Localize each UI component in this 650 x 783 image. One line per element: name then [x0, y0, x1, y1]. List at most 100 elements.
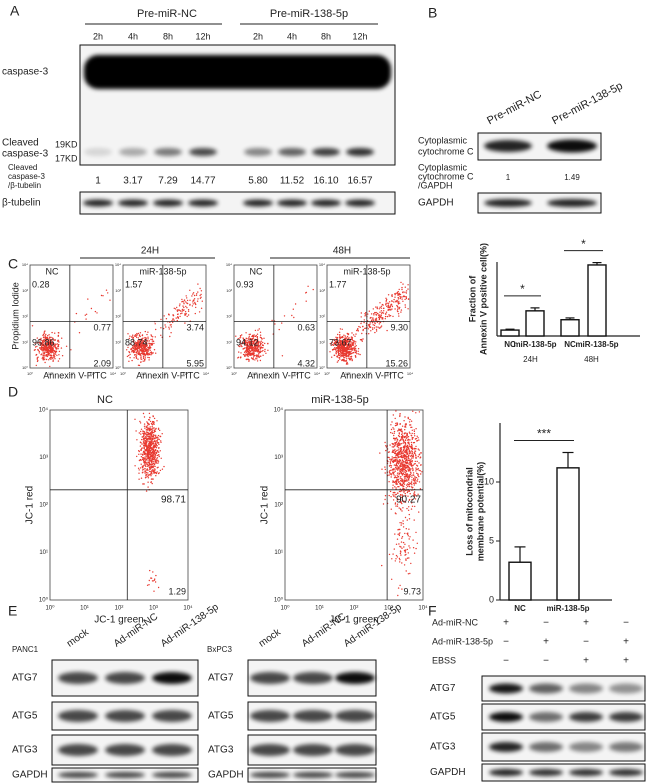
blot-band — [569, 768, 603, 777]
flow-dot — [406, 474, 408, 476]
flow-dot — [415, 448, 417, 450]
flow-dot — [391, 432, 394, 434]
quadrant-value: 0.63 — [297, 322, 315, 332]
flow-dot — [142, 441, 145, 443]
flow-dot — [147, 425, 149, 427]
flow-dot — [248, 343, 251, 345]
panel-label: F — [428, 603, 437, 619]
flow-dot — [395, 487, 397, 489]
row-label: GAPDH — [418, 198, 454, 209]
flow-dot — [61, 337, 63, 339]
flow-dot — [151, 439, 154, 441]
flow-dot — [394, 456, 397, 459]
flow-dot — [402, 482, 405, 484]
flow-dot — [153, 457, 155, 460]
flow-dot — [180, 313, 182, 315]
flow-dot — [147, 356, 149, 359]
flow-dot — [131, 336, 133, 339]
flow-dot — [143, 425, 146, 427]
flow-dot — [138, 348, 141, 350]
flow-dot — [146, 348, 148, 350]
flow-dot — [380, 325, 383, 327]
flow-dot — [45, 351, 47, 354]
flow-dot — [150, 481, 152, 483]
flow-dot — [189, 289, 191, 291]
flow-dot — [404, 304, 406, 306]
flow-dot — [244, 341, 246, 343]
flow-dot — [354, 351, 356, 354]
flow-dot — [376, 312, 379, 315]
x-tick-label: 10⁰ — [120, 371, 126, 376]
flow-dot — [399, 584, 401, 587]
flow-dot — [402, 470, 404, 472]
flow-dot — [193, 294, 196, 297]
flow-dot — [403, 491, 405, 493]
flow-dot — [257, 355, 260, 357]
flow-dot — [380, 305, 383, 307]
quadrant-value: 90.27 — [396, 495, 421, 506]
flow-dot — [191, 305, 194, 307]
flow-dot — [405, 469, 407, 472]
row-label: ATG3 — [430, 742, 456, 753]
flow-dot — [149, 569, 151, 572]
plot-title: NC — [97, 394, 113, 406]
flow-dot — [418, 439, 420, 441]
flow-dot — [412, 472, 415, 474]
flow-dot — [146, 447, 149, 449]
flow-dot — [415, 547, 417, 550]
flow-dot — [420, 473, 422, 475]
flow-dot — [147, 336, 149, 338]
flow-dot — [405, 461, 408, 464]
flow-dot — [141, 351, 143, 353]
flow-dot — [258, 328, 260, 330]
blot-band — [529, 712, 563, 722]
flow-dot — [48, 338, 50, 340]
flow-dot — [407, 535, 409, 537]
flow-dot — [128, 337, 130, 340]
blot-band — [250, 771, 290, 779]
flow-dot — [375, 330, 378, 332]
flow-dot — [151, 431, 153, 433]
flow-dot — [152, 441, 155, 443]
flow-dot — [357, 353, 360, 355]
flow-dot — [256, 356, 258, 358]
flow-dot — [376, 307, 378, 310]
flow-dot — [155, 574, 157, 577]
flow-dot — [140, 355, 142, 357]
flow-dot — [143, 423, 146, 425]
flow-dot — [155, 328, 157, 331]
blot-band — [569, 712, 603, 722]
flow-dot — [259, 334, 262, 336]
flow-dot — [136, 352, 138, 354]
flow-dot — [355, 341, 357, 343]
flow-dot — [264, 348, 266, 351]
flow-dot — [150, 338, 152, 341]
flow-dot — [143, 451, 146, 453]
y-tick-label: 10¹ — [22, 339, 28, 344]
flow-dot — [374, 331, 376, 334]
flow-dot — [399, 302, 401, 304]
quadrant-value: 1.57 — [125, 279, 143, 289]
flow-dot — [400, 476, 402, 478]
flow-dot — [43, 338, 45, 340]
flow-dot — [398, 474, 400, 476]
flow-dot — [396, 445, 399, 447]
flow-dot — [399, 484, 402, 486]
flow-dot — [144, 355, 146, 357]
flow-dot — [145, 433, 148, 435]
flow-dot — [47, 341, 49, 343]
flow-dot — [147, 353, 149, 355]
flow-dot — [405, 570, 407, 572]
flow-dot — [147, 331, 149, 333]
flow-dot — [153, 590, 155, 592]
flow-dot — [140, 361, 142, 363]
flow-dot — [259, 348, 262, 350]
flow-dot — [182, 305, 184, 307]
significance: * — [581, 237, 586, 251]
plot-title: miR-138-5p — [311, 394, 368, 406]
flow-dot — [403, 564, 406, 566]
flow-dot — [410, 562, 412, 565]
flow-dot — [142, 353, 145, 355]
flow-dot — [258, 350, 260, 352]
flow-dot — [397, 454, 399, 456]
